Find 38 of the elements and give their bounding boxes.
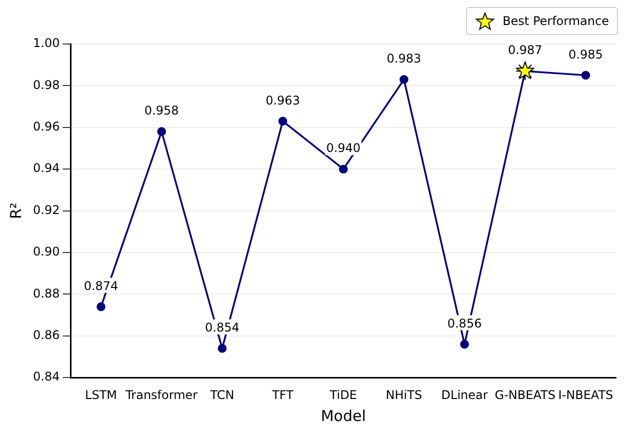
y-tick-label: 0.90 [33,244,60,259]
point [581,70,590,80]
x-tick-label: I-NBEATS [558,388,614,402]
y-tick-label: 0.98 [33,78,60,92]
x-tick-label: TFT [271,388,294,402]
x-tick-label: Transformer [124,388,198,402]
data-label: 0.963 [266,93,300,108]
x-tick-label: TiDE [328,388,357,402]
data-label: 0.874 [84,278,118,293]
data-label: 0.856 [447,316,482,330]
point [218,344,227,353]
data-label: 0.983 [386,52,422,66]
y-axis-title: R² [6,202,25,220]
y-tick-label: 0.92 [33,202,60,217]
x-tick-label: TCN [209,388,234,402]
data-label: 0.987 [508,43,542,58]
point [338,164,348,174]
x-axis-title: Model [320,406,366,425]
y-tick-label: 0.96 [33,120,60,134]
point [157,127,166,136]
legend-label: Best Performance [502,14,609,28]
data-label: 0.985 [568,47,603,62]
point [400,75,408,84]
x-tick-label: NHiTS [386,388,422,402]
data-label: 0.854 [205,320,240,335]
point [460,340,469,349]
y-tick-label: 0.84 [33,370,60,384]
y-tick-label: 0.88 [33,286,60,300]
point [278,116,288,126]
x-tick-label: G-NBEATS [494,388,556,402]
y-tick-label: 1.00 [33,36,60,50]
y-tick-label: 0.86 [33,328,60,342]
x-tick-label: LSTM [85,388,118,402]
data-label: 0.940 [326,141,361,156]
y-tick-label: 0.94 [33,161,60,176]
x-tick-label: DLinear [441,388,488,402]
data-label: 0.958 [144,104,179,118]
point [96,302,106,312]
